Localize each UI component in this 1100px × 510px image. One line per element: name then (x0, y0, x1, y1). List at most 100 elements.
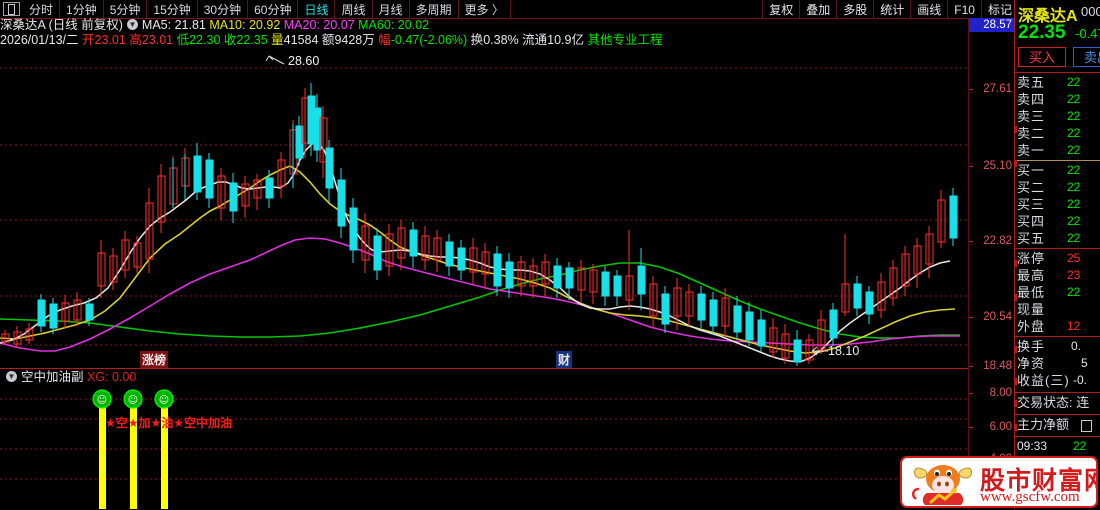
outer-label: 外盘 (1017, 319, 1046, 334)
high-label: 高 (129, 33, 142, 47)
list-icon[interactable] (1081, 420, 1092, 432)
trade-status: 交易状态: 连 (1017, 395, 1090, 410)
buy-button[interactable]: 买入 (1018, 47, 1066, 67)
low-value: 22.30 (189, 33, 221, 47)
price-axis-label-2: 22.82 (983, 235, 1012, 247)
button-duogu[interactable]: 多股 (836, 0, 875, 18)
float-label: 流通 (522, 33, 548, 47)
sidebar-price: 22.35 (1018, 22, 1066, 43)
sell-button[interactable]: 卖出 (1073, 47, 1100, 67)
ma20-value: 20.07 (323, 18, 355, 32)
indicator-svg: ☺ ☺ ☺ (0, 369, 968, 509)
bid-value-2: 22 (1067, 180, 1081, 194)
watermark-zhangbang: 涨榜 (140, 351, 169, 368)
button-f10[interactable]: F10 (947, 0, 982, 18)
indicator-header: ▼ 空中加油副 XG: 0.00 (2, 370, 136, 385)
eps-label: 收益(三) (1017, 373, 1070, 388)
tab-period-7[interactable]: 周线 (334, 0, 371, 18)
bid-value-3: 22 (1067, 197, 1081, 211)
chevron-down-circle-icon[interactable]: ▼ (126, 19, 138, 31)
ma5-label: MA5: (141, 18, 172, 32)
netasset-label: 净资 (1017, 356, 1046, 371)
close-label: 收 (223, 33, 237, 47)
outer-value: 12 (1067, 319, 1081, 333)
chevron-down-circle-icon[interactable]: ▼ (6, 371, 17, 383)
ask-value-1: 22 (1067, 143, 1081, 157)
main-net-label[interactable]: 主力净额 (1017, 417, 1070, 432)
ask-value-3: 22 (1067, 109, 1081, 123)
industry-label: 其他专业工程 (587, 33, 663, 47)
volume-value: 41584 (283, 33, 319, 47)
bid-value-5: 22 (1067, 231, 1081, 245)
tab-period-6[interactable]: 日线 (297, 0, 334, 18)
low-label: 低 (176, 33, 190, 47)
bid-row-1: 买一 22 (1015, 162, 1100, 179)
amount-label: 额 (321, 33, 335, 47)
ask-row-5: 卖五 22 (1015, 74, 1100, 91)
stat-row-current-vol: 现量 (1015, 301, 1100, 318)
price-axis-label-1: 25.10 (983, 160, 1012, 172)
button-huaxian[interactable]: 画线 (910, 0, 949, 18)
button-diejia[interactable]: 叠加 (799, 0, 838, 18)
change-value: -0.47(-2.06%) (390, 33, 468, 47)
candles (1, 83, 958, 366)
ask-label-2: 卖二 (1017, 126, 1046, 141)
tab-period-2[interactable]: 5分钟 (102, 0, 147, 18)
watermark-cai: 财 (556, 351, 573, 368)
low-label: 最低 (1017, 285, 1046, 300)
low-value: 22 (1067, 285, 1081, 299)
trough-label: 18.10 (828, 344, 860, 358)
stock-title: 深桑达A (日线 前复权) (0, 18, 123, 32)
svg-text:☺: ☺ (128, 395, 138, 406)
quote-sidebar: 深桑达A 000 22.35 -0.47 买入 卖出 卖五 22 卖四 22 卖… (1014, 0, 1100, 509)
tab-period-1[interactable]: 1分钟 (59, 0, 103, 18)
bull-mascot-icon (911, 465, 972, 505)
sidebar-stock-code: 000 (1081, 4, 1100, 19)
annotation-leaders (265, 55, 828, 356)
bid-row-5: 买五 22 (1015, 230, 1100, 247)
tab-period-8[interactable]: 月线 (371, 0, 409, 18)
high-value: 23.01 (141, 33, 174, 47)
indicator-name: 空中加油副 (21, 370, 84, 384)
signal-bars (99, 403, 168, 509)
button-tongji[interactable]: 统计 (873, 0, 912, 18)
ask-label-3: 卖三 (1017, 109, 1046, 124)
period-tabs: 分时 1分钟 5分钟 15分钟 30分钟 60分钟 日线 周线 月线 多周期 更… (0, 0, 510, 18)
ask-value-5: 22 (1067, 75, 1081, 89)
candlestick-chart[interactable]: 28.60 18.10 涨榜 财 (0, 48, 968, 368)
amount-value: 9428万 (334, 33, 375, 47)
tab-period-4[interactable]: 30分钟 (196, 0, 247, 18)
tab-period-9[interactable]: 多周期 (408, 0, 458, 18)
tab-period-5[interactable]: 60分钟 (247, 0, 297, 18)
stat-row-low: 最低 22 (1015, 284, 1100, 301)
candlestick-svg (0, 48, 968, 366)
toolbar-spacer (509, 0, 763, 18)
ma10-value: 20.92 (248, 18, 281, 32)
bid-label-3: 买三 (1017, 197, 1046, 212)
bid-value-1: 22 (1067, 163, 1081, 177)
logo-url: www.gscfw.com (980, 489, 1080, 505)
stock-info-row: 深桑达A (日线 前复权) ▼ MA5: 21.81 MA10: 20.92 MA2… (0, 18, 429, 33)
price-axis-label-3: 20.54 (983, 311, 1012, 323)
logo-brand: 股市财富网 (980, 467, 1098, 495)
bid-row-3: 买三 22 (1015, 196, 1100, 213)
tab-period-3[interactable]: 15分钟 (146, 0, 196, 18)
main-net-row: 主力净额 (1015, 416, 1100, 433)
quote-date: 2026/01/13/二 (0, 33, 79, 47)
high-label: 最高 (1017, 268, 1046, 283)
ma5-value: 21.81 (174, 18, 206, 32)
window-icon[interactable] (3, 2, 20, 16)
indicator-subchart[interactable]: ☺ ☺ ☺ (0, 368, 968, 510)
turnover-value: 0. (1071, 339, 1082, 353)
current-vol-label: 现量 (1017, 302, 1046, 317)
float-value: 10.9亿 (547, 33, 584, 47)
bid-row-2: 买二 22 (1015, 179, 1100, 196)
button-fuquan[interactable]: 复权 (762, 0, 801, 18)
open-value: 23.01 (94, 33, 126, 47)
tab-period-more[interactable]: 更多 〉 (457, 0, 510, 18)
tab-period-0[interactable]: 分时 (29, 2, 54, 17)
turnover-label: 换手 (1017, 339, 1046, 354)
svg-text:☺: ☺ (159, 395, 169, 406)
price-axis-highlight: 28.57 (969, 18, 1015, 32)
tick-time-row: 09:33 22 (1015, 438, 1100, 455)
